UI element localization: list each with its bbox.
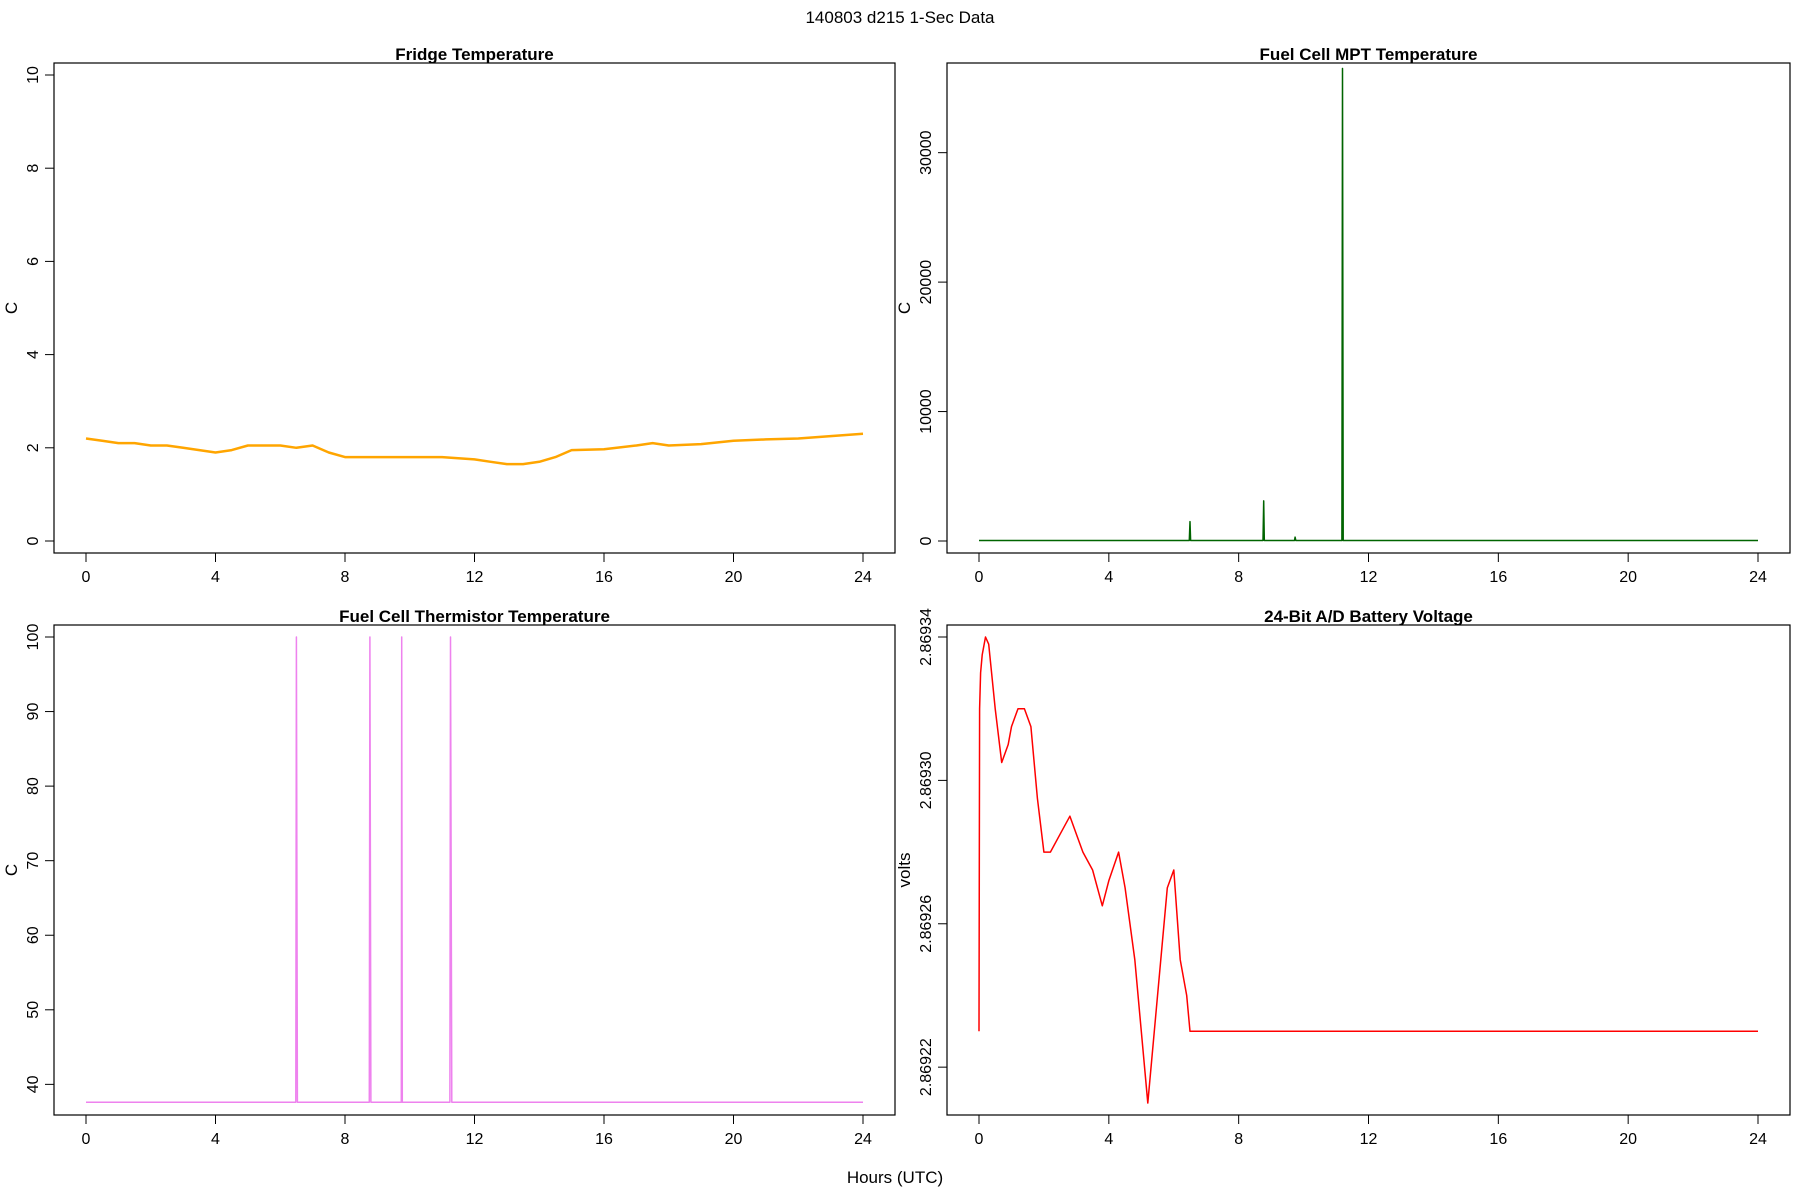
y-axis: 2.86922 2.86926 2.86930 2.86934 — [918, 608, 948, 1096]
series-line — [979, 67, 1758, 542]
y-tick-label: 2.86926 — [918, 895, 935, 953]
y-tick-label: 60 — [25, 926, 42, 944]
y-axis-label: C — [2, 864, 21, 876]
x-tick-label: 12 — [466, 569, 484, 586]
y-tick-label: 70 — [25, 852, 42, 870]
x-tick-label: 24 — [854, 569, 872, 586]
x-tick-label: 8 — [1234, 1131, 1243, 1148]
y-tick-label: 100 — [25, 624, 42, 651]
x-axis: 0 4 8 12 16 20 24 — [82, 552, 872, 586]
y-tick-label: 0 — [918, 536, 935, 545]
y-tick-label: 2.86930 — [918, 751, 935, 809]
figure-xlabel: Hours (UTC) — [847, 1168, 943, 1187]
x-tick-label: 4 — [211, 1131, 220, 1148]
x-tick-label: 16 — [595, 1131, 613, 1148]
x-tick-label: 0 — [975, 1131, 984, 1148]
y-axis: 0 2 4 6 8 10 — [25, 66, 55, 545]
x-tick-label: 20 — [725, 569, 743, 586]
x-tick-label: 12 — [1360, 1131, 1378, 1148]
panel-3: Fuel Cell Thermistor Temperature C 0 4 8 12 16… — [2, 607, 896, 1148]
y-tick-label: 2.86922 — [918, 1038, 935, 1096]
x-tick-label: 8 — [341, 569, 350, 586]
x-tick-label: 16 — [595, 569, 613, 586]
x-tick-label: 0 — [975, 569, 984, 586]
series-line — [86, 636, 863, 1104]
plot-frame — [946, 62, 1791, 554]
plot-frame — [946, 624, 1791, 1116]
x-tick-label: 24 — [854, 1131, 872, 1148]
x-tick-label: 20 — [1619, 1131, 1637, 1148]
y-tick-label: 20000 — [918, 260, 935, 305]
x-tick-label: 20 — [1619, 569, 1637, 586]
y-tick-label: 8 — [25, 164, 42, 173]
y-tick-label: 10 — [25, 66, 42, 84]
y-axis-label: C — [2, 302, 21, 314]
y-tick-label: 2.86934 — [918, 608, 935, 666]
x-tick-label: 4 — [211, 569, 220, 586]
series-line — [978, 636, 1758, 1104]
panel-title: Fuel Cell Thermistor Temperature — [339, 607, 610, 626]
series-line — [85, 432, 864, 466]
x-tick-label: 12 — [466, 1131, 484, 1148]
y-tick-label: 80 — [25, 777, 42, 795]
y-axis: 0 10000 20000 30000 — [918, 130, 948, 545]
y-tick-label: 4 — [25, 350, 42, 359]
x-tick-label: 24 — [1749, 1131, 1767, 1148]
y-tick-label: 6 — [25, 257, 42, 266]
y-tick-label: 30000 — [918, 130, 935, 175]
y-tick-label: 10000 — [918, 389, 935, 434]
panel-title: 24-Bit A/D Battery Voltage — [1264, 607, 1473, 626]
x-tick-label: 8 — [1234, 569, 1243, 586]
y-axis: 40 50 60 70 80 90 100 — [25, 624, 55, 1093]
y-axis-label: C — [895, 302, 914, 314]
x-tick-label: 16 — [1489, 569, 1507, 586]
y-tick-label: 50 — [25, 1001, 42, 1019]
panel-title: Fuel Cell MPT Temperature — [1260, 45, 1478, 64]
x-axis: 0 4 8 12 16 20 24 — [975, 552, 1767, 586]
panel-4: 24-Bit A/D Battery Voltage volts 0 4 8 12 16 20… — [895, 607, 1791, 1148]
y-tick-label: 40 — [25, 1075, 42, 1093]
x-tick-label: 12 — [1360, 569, 1378, 586]
figure-suptitle: 140803 d215 1-Sec Data — [805, 8, 995, 27]
plot-frame — [53, 624, 896, 1116]
x-tick-label: 0 — [82, 569, 91, 586]
x-tick-label: 0 — [82, 1131, 91, 1148]
plot-frame — [53, 62, 896, 554]
y-tick-label: 2 — [25, 443, 42, 452]
x-axis: 0 4 8 12 16 20 24 — [975, 1114, 1767, 1148]
y-axis-label: volts — [895, 853, 914, 888]
x-tick-label: 24 — [1749, 569, 1767, 586]
x-tick-label: 8 — [341, 1131, 350, 1148]
y-tick-label: 90 — [25, 703, 42, 721]
x-tick-label: 4 — [1104, 1131, 1113, 1148]
x-axis: 0 4 8 12 16 20 24 — [82, 1114, 872, 1148]
panel-2: Fuel Cell MPT Temperature C 0 4 8 12 16 20 24 0 10… — [895, 45, 1791, 586]
x-tick-label: 20 — [725, 1131, 743, 1148]
y-tick-label: 0 — [25, 536, 42, 545]
x-tick-label: 4 — [1104, 569, 1113, 586]
panel-title: Fridge Temperature — [395, 45, 553, 64]
x-tick-label: 16 — [1489, 1131, 1507, 1148]
